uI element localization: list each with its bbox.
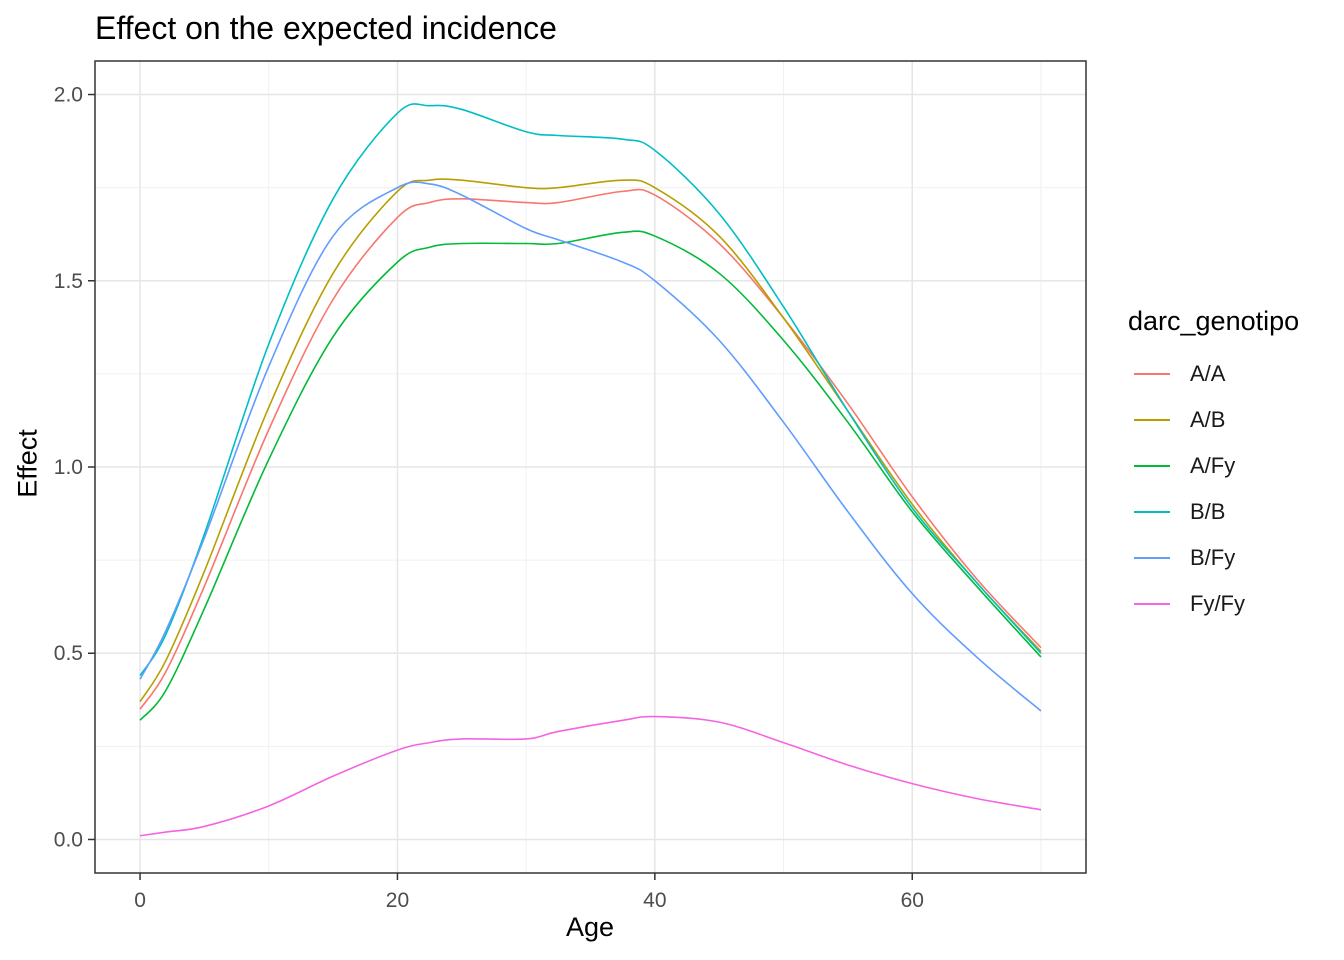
chart-title: Effect on the expected incidence	[95, 10, 557, 46]
legend-key-afy	[1134, 465, 1170, 467]
x-tick-label: 20	[386, 889, 409, 912]
legend-key-bb	[1134, 511, 1170, 513]
series-line-ab	[139, 178, 1042, 703]
axes: 0 20 40 60 0.0 0.5 1.0 1.5 2.0	[54, 84, 924, 912]
legend-item-afy: A/Fy	[1128, 443, 1299, 489]
legend-label-afy: A/Fy	[1190, 453, 1236, 478]
series-lines	[139, 103, 1042, 837]
legend-label-fyfy: Fy/Fy	[1190, 591, 1245, 616]
y-tick-label: 0.5	[54, 642, 83, 665]
legend-label-bb: B/B	[1190, 499, 1226, 524]
y-tick-label: 2.0	[54, 84, 83, 107]
legend-key-aa	[1134, 373, 1170, 375]
y-tick-label: 1.5	[54, 270, 83, 293]
legend-item-aa: A/A	[1128, 351, 1299, 397]
y-tick-label: 0.0	[54, 828, 83, 851]
x-axis-label: Age	[565, 912, 615, 942]
series-line-afy	[139, 230, 1042, 721]
series-line-fyfy	[139, 715, 1042, 837]
grid-lines	[95, 61, 1086, 873]
legend-item-fyfy: Fy/Fy	[1128, 581, 1299, 627]
legend-key-fyfy	[1134, 603, 1170, 605]
series-line-bfy	[139, 181, 1042, 712]
y-tick-label: 1.0	[54, 456, 83, 479]
legend: darc_genotipo A/A A/B A/Fy B/B B/Fy Fy/F…	[1128, 306, 1299, 627]
legend-item-bfy: B/Fy	[1128, 535, 1299, 581]
legend-label-ab: A/B	[1190, 407, 1226, 432]
legend-item-bb: B/B	[1128, 489, 1299, 535]
x-tick-label: 0	[134, 889, 146, 912]
legend-key-ab	[1134, 419, 1170, 421]
legend-item-ab: A/B	[1128, 397, 1299, 443]
x-tick-label: 60	[901, 889, 924, 912]
series-line-bb	[139, 103, 1042, 677]
legend-key-bfy	[1134, 557, 1170, 559]
series-line-aa	[139, 188, 1042, 710]
x-tick-label: 40	[643, 889, 666, 912]
legend-label-aa: A/A	[1190, 361, 1226, 386]
legend-label-bfy: B/Fy	[1190, 545, 1236, 570]
y-axis-label: Effect	[12, 429, 43, 498]
legend-title: darc_genotipo	[1128, 306, 1300, 336]
